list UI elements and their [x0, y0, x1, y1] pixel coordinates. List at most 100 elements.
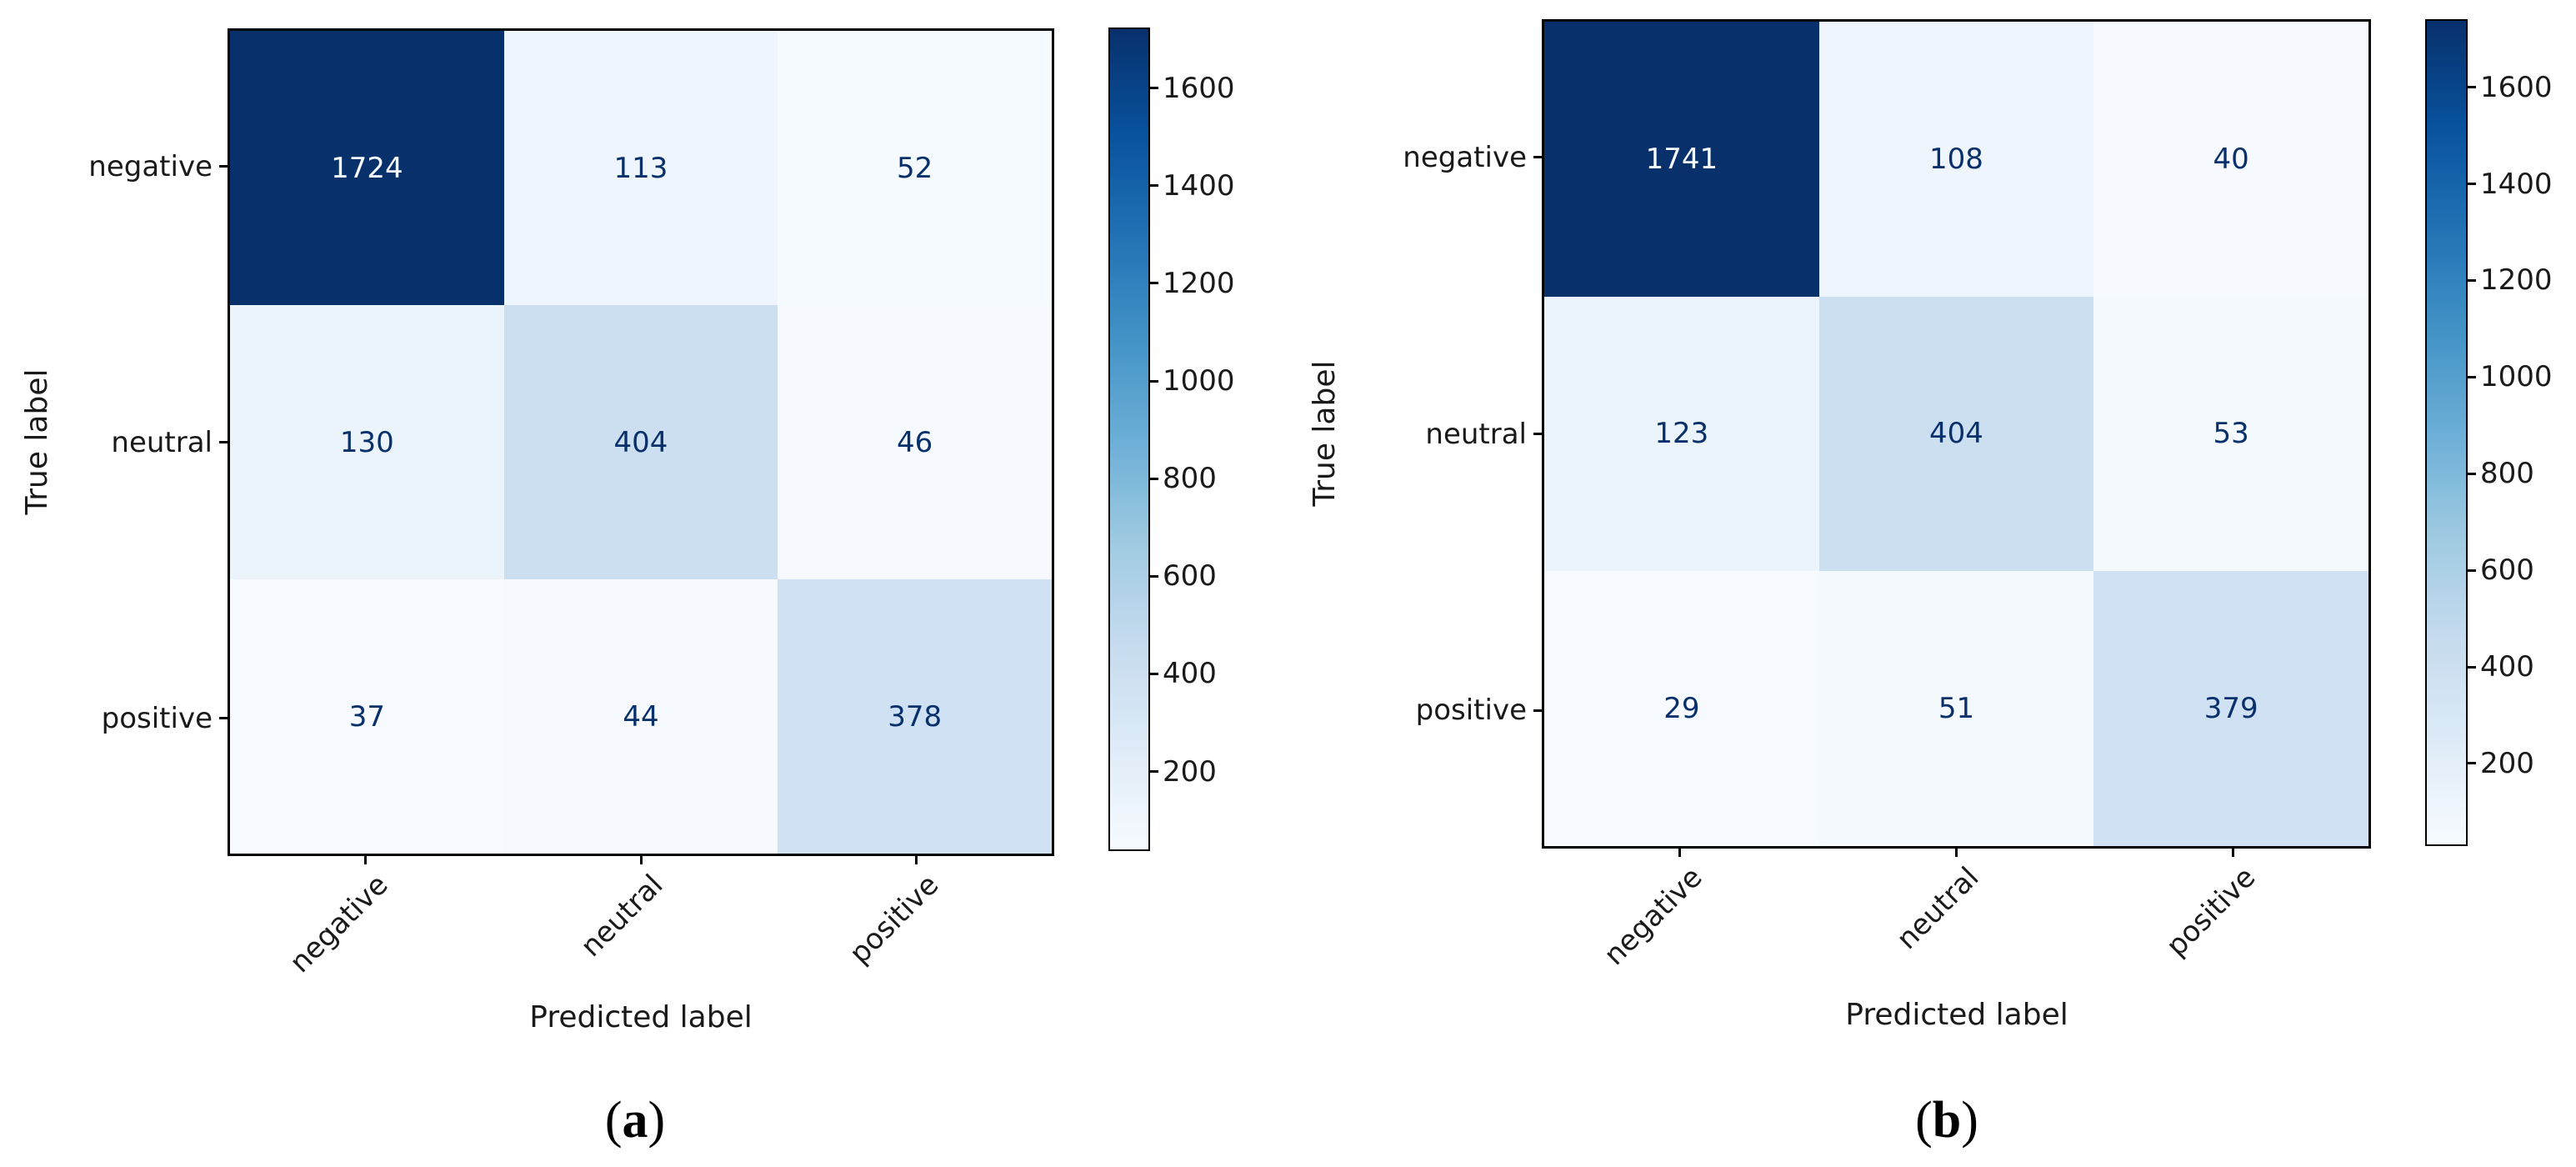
cell-value: 46 [897, 425, 933, 459]
cell-value: 108 [1929, 142, 1983, 176]
y-tick-label: positive [101, 701, 213, 735]
colorbar-tick-mark [2468, 375, 2476, 378]
x-tick-mark [1955, 849, 1958, 857]
colorbar-tick-label: 200 [1163, 754, 1217, 789]
panel-label-b: (b) [1915, 1092, 1978, 1149]
x-axis-title-b: Predicted label [1845, 998, 2068, 1032]
matrix-cell: 37 [230, 579, 504, 854]
matrix-cell: 46 [778, 305, 1052, 579]
cell-value: 44 [623, 699, 659, 734]
matrix-cell: 404 [503, 305, 778, 579]
x-tick-mark [1678, 849, 1682, 857]
colorbar-tick-label: 400 [2480, 650, 2534, 684]
matrix-cell: 51 [1818, 571, 2094, 846]
x-tick-mark [2231, 849, 2234, 857]
panel-letter: b [1932, 1092, 1962, 1149]
matrix-cell: 1741 [1544, 22, 1819, 297]
matrix-cell: 29 [1544, 571, 1819, 846]
x-tick-label-text: neutral [574, 868, 670, 964]
y-tick-label: neutral [1425, 417, 1527, 451]
colorbar-tick-mark [1150, 672, 1158, 675]
colorbar-tick-mark [1150, 477, 1158, 480]
cell-value: 404 [1929, 417, 1983, 451]
colorbar-tick-label: 1000 [1163, 364, 1235, 398]
matrix-cell: 379 [2093, 571, 2368, 846]
x-axis-title-a: Predicted label [529, 1000, 753, 1034]
cell-value: 37 [348, 699, 385, 734]
colorbar-tick-mark [2468, 762, 2476, 765]
matrix-cell: 1724 [230, 31, 504, 305]
y-tick-mark [1533, 156, 1542, 159]
y-tick-mark [219, 441, 228, 443]
colorbar-tick-mark [1150, 184, 1158, 188]
cell-value: 29 [1663, 692, 1700, 726]
x-tick-label-text: negative [283, 868, 395, 980]
cell-value: 404 [613, 425, 668, 459]
confusion-matrix-b: 1741 108 40 123 404 53 29 51 379 [1542, 19, 2371, 849]
x-tick-mark [639, 856, 643, 864]
colorbar-tick-label: 400 [1163, 657, 1217, 691]
matrix-cell: 378 [778, 579, 1052, 854]
x-tick-mark [915, 856, 918, 864]
matrix-cell: 113 [503, 31, 778, 305]
colorbar-a [1108, 28, 1150, 851]
colorbar-tick-label: 600 [1163, 559, 1217, 594]
panel-label-a: (a) [604, 1092, 666, 1149]
matrix-cell: 44 [503, 579, 778, 854]
colorbar-tick-label: 1200 [1163, 266, 1235, 300]
colorbar-tick-label: 1200 [2480, 263, 2553, 298]
x-tick-label-text: positive [2159, 860, 2263, 964]
x-tick-label-text: negative [1598, 860, 1709, 973]
colorbar-tick-mark [1150, 770, 1158, 774]
colorbar-tick-label: 800 [1163, 462, 1217, 496]
cell-value: 123 [1654, 417, 1709, 451]
matrix-cell: 40 [2093, 22, 2368, 297]
y-tick-mark [1533, 709, 1542, 712]
x-tick-mark [363, 856, 367, 864]
colorbar-tick-label: 1600 [1163, 71, 1235, 105]
cell-value: 53 [2213, 417, 2249, 451]
colorbar-tick-mark [1150, 574, 1158, 578]
colorbar-tick-mark [2468, 472, 2476, 475]
cell-value: 379 [2203, 692, 2258, 726]
cell-value: 51 [1938, 692, 1975, 726]
cell-value: 52 [897, 151, 933, 185]
colorbar-tick-mark [2468, 278, 2476, 282]
colorbar-tick-label: 1400 [1163, 168, 1235, 203]
colorbar-tick-label: 200 [2480, 746, 2534, 780]
confusion-matrix-a: 1724 113 52 130 404 46 37 44 378 [228, 28, 1054, 856]
matrix-cell: 404 [1818, 296, 2094, 572]
matrix-cell: 108 [1818, 22, 2094, 297]
y-tick-mark [219, 165, 228, 168]
colorbar-tick-mark [2468, 568, 2476, 572]
colorbar-tick-label: 600 [2480, 553, 2534, 588]
colorbar-tick-mark [2468, 183, 2476, 186]
colorbar-tick-mark [1150, 87, 1158, 90]
colorbar-b [2425, 19, 2468, 846]
y-tick-label: positive [1415, 694, 1527, 728]
y-tick-label: negative [88, 149, 213, 183]
cell-value: 130 [339, 425, 394, 459]
figure-panel-a: 1724 113 52 130 404 46 37 44 378 True label Pred… [20, 28, 1235, 1149]
figure-panel-b: 1741 108 40 123 404 53 29 51 379 True label Pred… [1288, 0, 2576, 1167]
panel-letter: a [622, 1092, 648, 1149]
y-tick-mark [1533, 433, 1542, 435]
colorbar-tick-label: 1000 [2480, 360, 2553, 394]
cell-value: 40 [2213, 142, 2249, 176]
colorbar-tick-label: 1600 [2480, 70, 2553, 104]
matrix-cell: 53 [2093, 296, 2368, 572]
colorbar-tick-label: 1400 [2480, 167, 2553, 201]
cell-value: 113 [613, 151, 668, 185]
colorbar-tick-mark [1150, 282, 1158, 285]
colorbar-tick-mark [1150, 379, 1158, 383]
colorbar-tick-mark [2468, 665, 2476, 669]
cell-value: 1741 [1645, 142, 1718, 176]
cell-value: 1724 [331, 151, 403, 185]
colorbar-tick-mark [2468, 86, 2476, 89]
y-tick-label: neutral [111, 425, 213, 459]
x-tick-label-text: neutral [1890, 860, 1986, 956]
colorbar-tick-label: 800 [2480, 457, 2534, 491]
matrix-cell: 123 [1544, 296, 1819, 572]
y-tick-label: negative [1403, 140, 1527, 174]
matrix-cell: 130 [230, 305, 504, 579]
